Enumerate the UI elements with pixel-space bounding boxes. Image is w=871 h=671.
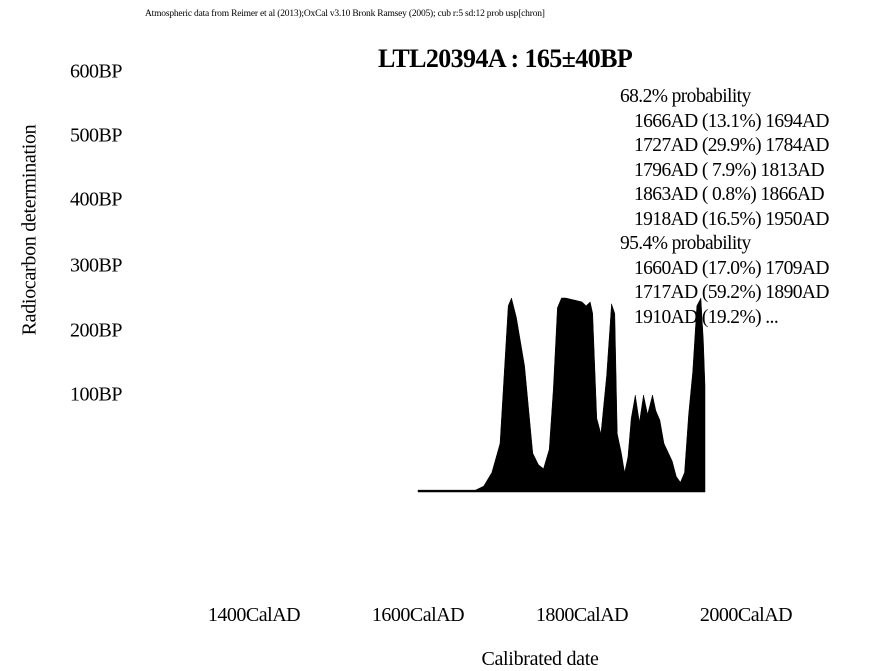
probability-density-area [417,297,706,493]
x-tick-label-1800: 1800CalAD [535,604,629,626]
range-95-row: 1717AD (59.2%) 1890AD [634,282,829,303]
y-tick-label-500: 500BP [70,124,122,147]
y-tick-label-200: 200BP [70,319,122,342]
attribution-note: Atmospheric data from Reimer et al (2013… [145,9,545,19]
y-tick-label-600: 600BP [70,60,122,83]
x-tick-label-1600: 1600CalAD [371,604,465,626]
x-tick-label-1400: 1400CalAD [207,604,301,626]
range-68-row: 1666AD (13.1%) 1694AD [634,110,829,132]
range-68-row: 1796AD ( 7.9%) 1813AD [634,159,825,181]
range-95-row: 1660AD (17.0%) 1709AD [634,257,829,279]
x-axis-label: Calibrated date [481,648,599,670]
chart-title: LTL20394A : 165±40BP [378,44,633,73]
range-95-row: 1910AD (19.2%) ... [634,306,779,328]
range-68-row: 1863AD ( 0.8%) 1866AD [634,184,825,205]
x-tick-label-2000: 2000CalAD [699,604,793,626]
range-68-row: 1727AD (29.9%) 1784AD [634,135,829,156]
y-tick-label-400: 400BP [70,188,122,211]
probability-ranges: 68.2% probability 1666AD (13.1%) 1694AD … [620,85,829,330]
y-tick-label-300: 300BP [70,254,122,277]
range-group-label-68: 68.2% probability [620,86,751,107]
range-68-row: 1918AD (16.5%) 1950AD [634,208,829,230]
y-tick-label-100: 100BP [70,383,122,406]
range-group-label-95: 95.4% probability [620,233,751,254]
